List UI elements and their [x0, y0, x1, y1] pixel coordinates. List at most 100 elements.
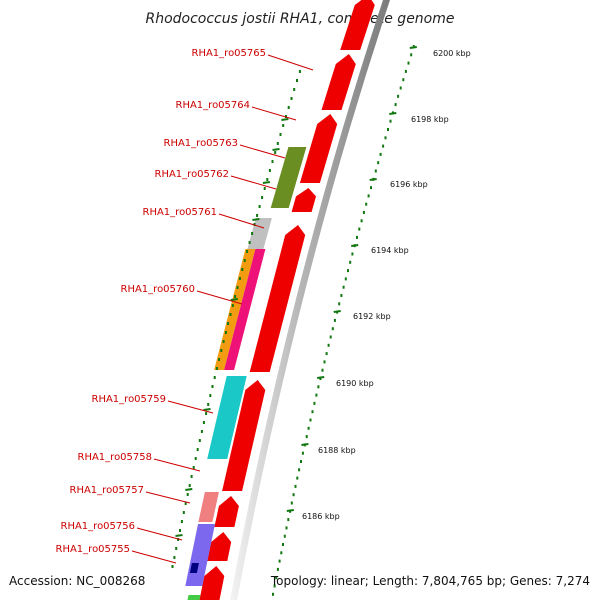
ruler-dot [236, 286, 239, 289]
ruler-dot [268, 169, 271, 172]
ruler-dot [327, 343, 330, 347]
ruler-dot [349, 260, 352, 264]
ruler-dot [298, 70, 301, 73]
cds-arrow[interactable] [340, 0, 375, 50]
tick-label: 6198 kbp [411, 115, 449, 124]
track-tick [175, 534, 183, 537]
accession-text: Accession: NC_008268 [9, 574, 146, 588]
feature-block-navy[interactable] [189, 563, 199, 573]
gene-label[interactable]: RHA1_ro05757 [70, 485, 145, 496]
ruler-dot [292, 493, 295, 497]
leader-line [251, 106, 297, 121]
ruler-dot [321, 368, 324, 372]
gene-labels: RHA1_ro05765 RHA1_ro05764 RHA1_ro05763 R… [56, 48, 267, 555]
ruler-dot [209, 394, 212, 397]
ruler-dot [274, 151, 277, 154]
cds-arrow[interactable] [321, 54, 356, 110]
leader-line [230, 175, 277, 190]
leader-line [145, 491, 191, 504]
ruler-dot [227, 322, 230, 325]
topology-text: Topology: linear; Length: 7,804,765 bp; … [270, 574, 590, 588]
cds-arrow[interactable] [299, 114, 338, 183]
ruler-dot [293, 88, 296, 91]
ruler-dot [305, 435, 308, 439]
ruler-dot [246, 250, 249, 253]
gene-label[interactable]: RHA1_ro05759 [92, 394, 167, 405]
tick-label: 6200 kbp [433, 49, 471, 58]
gene-label[interactable]: RHA1_ro05756 [61, 521, 136, 532]
gene-label[interactable]: RHA1_ro05765 [192, 48, 267, 59]
ruler-dot [382, 144, 385, 148]
ruler-dot [248, 241, 251, 244]
feature-block-olive[interactable] [270, 147, 307, 208]
cds-arrow[interactable] [199, 566, 225, 600]
cds-arrow[interactable] [249, 225, 306, 372]
ruler-dot [272, 592, 274, 596]
ruler-major-tick [286, 509, 294, 512]
track-tick [203, 408, 211, 411]
leader-line [196, 290, 243, 305]
ruler-major-tick [369, 178, 377, 181]
ruler-dot [287, 518, 290, 522]
ruler-dot [301, 451, 304, 455]
ruler-dot [278, 559, 281, 563]
cds-arrow[interactable] [222, 380, 266, 491]
feature-block-green[interactable] [187, 595, 201, 600]
ruler-dot [317, 385, 320, 389]
ruler-dot [220, 349, 223, 352]
ruler-dot [238, 277, 241, 280]
ruler-dot [171, 565, 174, 568]
cds-arrow[interactable] [207, 532, 232, 561]
ruler-dot [399, 86, 402, 90]
ruler-dot [410, 53, 413, 57]
ruler-dot [180, 520, 183, 523]
feature-block-cyan[interactable] [207, 376, 247, 459]
gene-label[interactable]: RHA1_ro05760 [121, 284, 196, 295]
ruler-dot [309, 418, 312, 422]
ruler-dot [202, 421, 205, 424]
feature-block-orange[interactable] [214, 249, 256, 370]
gene-label[interactable]: RHA1_ro05763 [164, 138, 239, 149]
gene-label[interactable]: RHA1_ro05758 [78, 452, 153, 463]
ruler-dot [261, 196, 264, 199]
ruler-dot [377, 161, 380, 165]
ruler-dot [344, 277, 347, 281]
cds-arrow[interactable] [214, 496, 239, 527]
ruler-dot [311, 410, 314, 414]
ruler-dot [296, 476, 299, 480]
ruler-dot [374, 169, 377, 173]
ruler-dot [313, 401, 316, 405]
ruler-major-tick [389, 112, 397, 115]
gene-label[interactable]: RHA1_ro05764 [176, 100, 251, 111]
ruler-dot [256, 214, 259, 217]
ruler-dot [397, 94, 400, 98]
gene-label[interactable]: RHA1_ro05755 [56, 544, 131, 555]
ruler-dot [234, 295, 237, 298]
ruler-dot [266, 178, 269, 181]
ruler-dot [362, 211, 365, 214]
ruler-dot [290, 97, 293, 100]
ruler-dot [282, 124, 285, 127]
ruler-dot [360, 219, 363, 223]
ruler-major-tick [409, 46, 417, 49]
tick-label: 6192 kbp [353, 312, 391, 321]
ruler-dot [323, 360, 326, 364]
cds-arrow[interactable] [291, 188, 316, 212]
ruler-dot [300, 460, 302, 463]
track-tick [281, 118, 289, 121]
gene-label[interactable]: RHA1_ro05762 [155, 169, 230, 180]
ruler-dot [218, 358, 221, 361]
ruler-dot [215, 367, 218, 370]
ruler-dot [404, 69, 407, 73]
ruler-dot [282, 543, 284, 546]
feature-block-salmon[interactable] [198, 492, 219, 522]
gene-label[interactable]: RHA1_ro05761 [143, 207, 218, 218]
ruler-dot [370, 186, 372, 190]
ruler-dot [182, 511, 185, 514]
tick-label: 6186 kbp [302, 512, 340, 521]
ruler-dot [347, 269, 349, 273]
ruler-dot [251, 232, 254, 235]
feature-block-silver[interactable] [247, 218, 272, 249]
feature-block-pink[interactable] [224, 249, 266, 370]
ruler-dot [287, 106, 290, 109]
